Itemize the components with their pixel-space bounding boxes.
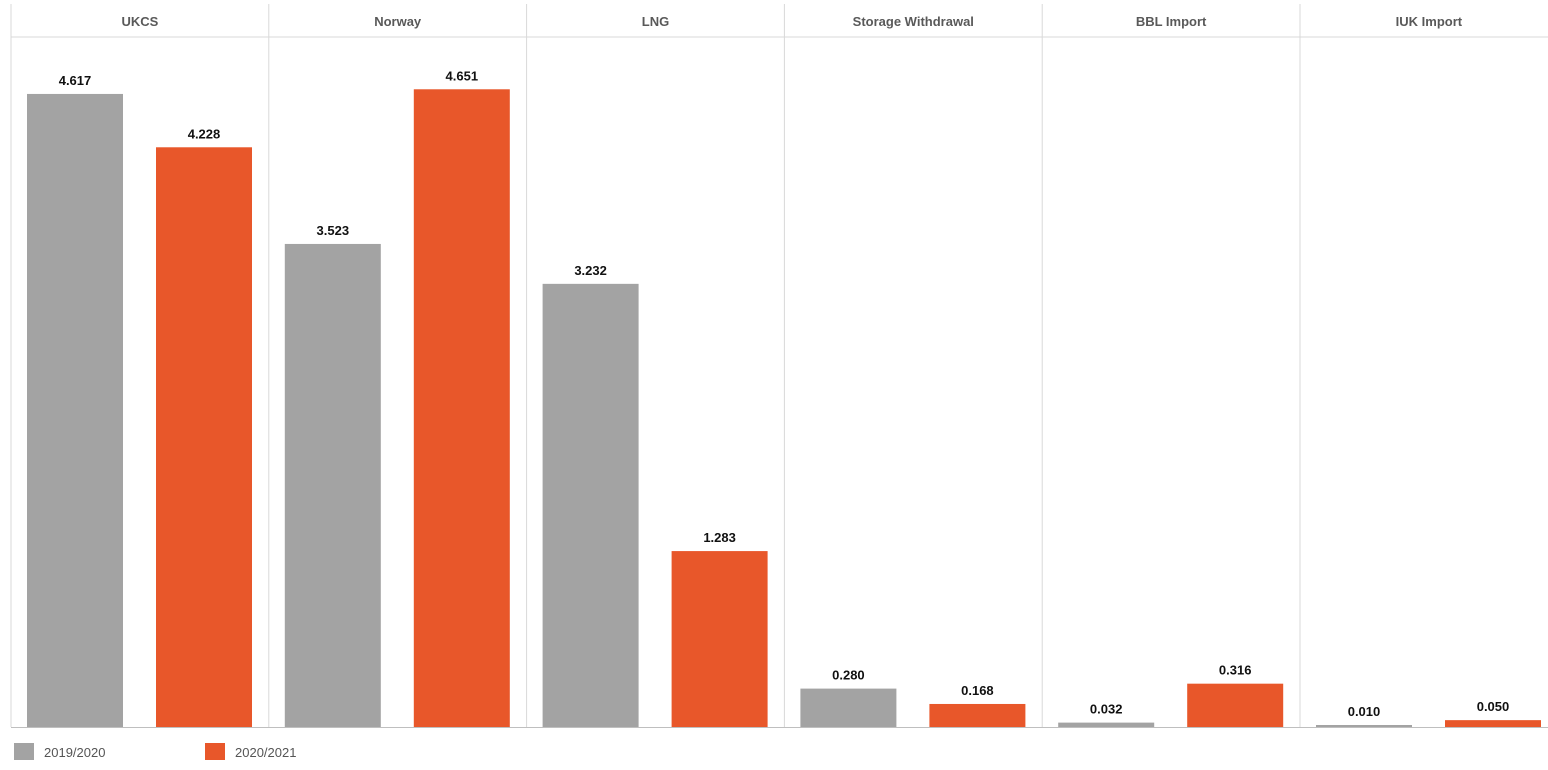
legend-swatch (205, 743, 225, 760)
category-label: IUK Import (1396, 14, 1463, 29)
data-label: 3.523 (317, 223, 350, 238)
data-label: 0.168 (961, 683, 994, 698)
category-label: Storage Withdrawal (853, 14, 974, 29)
data-label: 3.232 (574, 263, 607, 278)
bar-series-1 (1316, 725, 1412, 727)
data-label: 0.032 (1090, 702, 1123, 717)
data-label: 4.617 (59, 73, 92, 88)
data-label: 0.010 (1348, 704, 1381, 719)
bar-series-2 (671, 551, 768, 727)
bar-series-2 (1187, 683, 1284, 727)
bar-series-2 (156, 147, 252, 727)
legend-label: 2020/2021 (235, 745, 296, 760)
category-label: LNG (642, 14, 669, 29)
category-label: BBL Import (1136, 14, 1207, 29)
bar-series-1 (284, 243, 381, 728)
bar-series-2 (929, 703, 1026, 727)
bar-series-1 (1058, 722, 1155, 727)
legend-swatch (14, 743, 34, 760)
bar-series-2 (1445, 720, 1541, 727)
data-label: 0.050 (1477, 699, 1510, 714)
data-label: 0.316 (1219, 663, 1252, 678)
data-label: 0.280 (832, 668, 865, 683)
bar-series-1 (800, 688, 897, 727)
data-label: 4.651 (446, 68, 479, 83)
bar-series-2 (413, 89, 510, 727)
legend-label: 2019/2020 (44, 745, 105, 760)
category-label: UKCS (121, 14, 158, 29)
data-label: 4.228 (188, 126, 221, 141)
data-label: 1.283 (703, 530, 736, 545)
bar-series-1 (542, 283, 639, 727)
bar-series-1 (27, 93, 123, 727)
category-label: Norway (374, 14, 422, 29)
